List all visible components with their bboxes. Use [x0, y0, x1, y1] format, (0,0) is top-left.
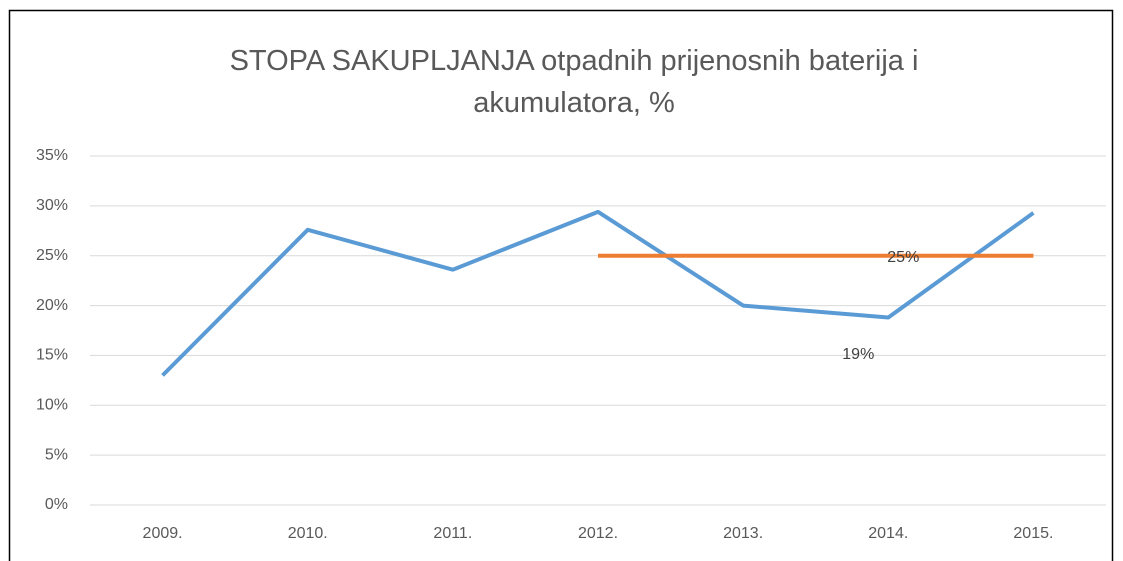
line-series: [161, 209, 1035, 377]
y-tick-label: 20%: [36, 297, 68, 314]
y-tick-label: 25%: [36, 247, 68, 264]
x-tick-label: 2013.: [723, 525, 763, 542]
y-tick-label: 0%: [45, 496, 68, 513]
chart-title: STOPA SAKUPLJANJA otpadnih prijenosnih b…: [229, 45, 919, 119]
y-tick-label: 10%: [36, 397, 68, 414]
y-tick-label: 30%: [36, 197, 68, 214]
y-tick-label: 35%: [36, 147, 68, 164]
x-tick-label: 2009.: [143, 525, 183, 542]
x-tick-label: 2014.: [868, 525, 908, 542]
x-tick-label: 2015.: [1013, 525, 1053, 542]
x-tick-label: 2011.: [433, 525, 472, 542]
y-tick-label: 5%: [45, 446, 68, 463]
x-tick-label: 2012.: [578, 525, 618, 542]
data-label: 25%: [887, 249, 919, 266]
x-tick-label: 2010.: [288, 525, 328, 542]
y-tick-label: 15%: [36, 347, 68, 364]
chart-border: [8, 9, 1114, 561]
data-label: 19%: [842, 346, 874, 363]
